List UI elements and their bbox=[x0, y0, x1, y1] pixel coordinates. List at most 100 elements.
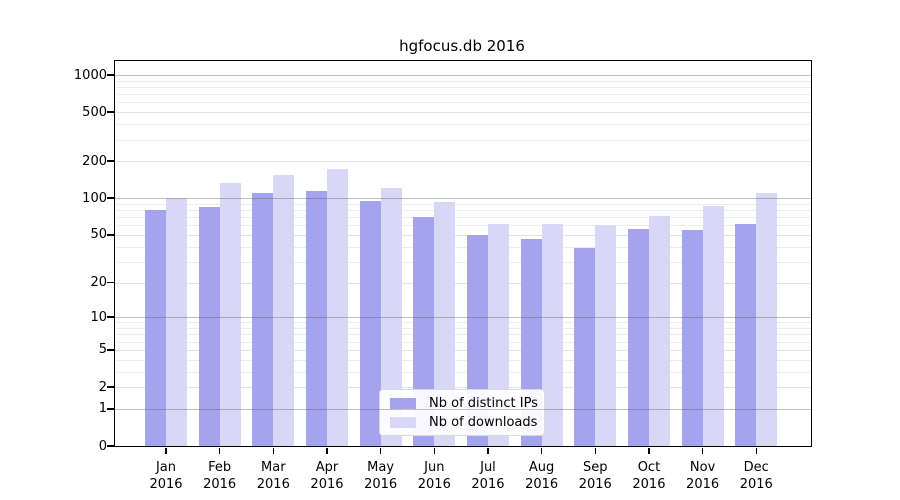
bar-distinct-ips-sep bbox=[574, 247, 596, 446]
gridline-y-60 bbox=[115, 225, 811, 227]
bar-downloads-feb bbox=[219, 182, 241, 446]
y-tick-2 bbox=[106, 386, 114, 388]
gridline-y-600 bbox=[115, 102, 811, 104]
x-tick-label-oct: Oct 2016 bbox=[632, 460, 666, 492]
y-tick-1000 bbox=[106, 74, 114, 76]
y-tick-200 bbox=[106, 160, 114, 162]
gridline-y-6 bbox=[115, 341, 811, 343]
gridline-y-80 bbox=[115, 210, 811, 212]
bar-downloads-may bbox=[380, 187, 402, 446]
x-tick-label-jul: Jul 2016 bbox=[471, 460, 505, 492]
y-tick-1 bbox=[106, 408, 114, 410]
bar-distinct-ips-mar bbox=[252, 193, 274, 446]
plot-area: Nb of distinct IPs Nb of downloads 0 1 2 5 1… bbox=[74, 60, 812, 492]
y-tick-50 bbox=[106, 234, 114, 236]
bar-distinct-ips-nov bbox=[681, 229, 703, 446]
gridline-y-300 bbox=[115, 139, 811, 141]
y-tick-label-20: 20 bbox=[90, 275, 107, 290]
y-tick-label-0: 0 bbox=[98, 438, 107, 454]
gridline-y-800 bbox=[115, 86, 811, 88]
x-tick-mar bbox=[272, 447, 275, 454]
x-tick-label-jun: Jun 2016 bbox=[417, 460, 451, 492]
gridline-y-500 bbox=[115, 112, 811, 114]
y-tick-label-10: 10 bbox=[90, 309, 107, 325]
gridline-y-100 bbox=[115, 198, 811, 200]
bar-distinct-ips-may bbox=[359, 200, 381, 446]
gridline-y-900 bbox=[115, 80, 811, 82]
y-tick-20 bbox=[106, 281, 114, 284]
legend-swatch-downloads bbox=[390, 416, 416, 428]
legend-swatch-distinct-ips bbox=[390, 397, 416, 409]
y-tick-500 bbox=[106, 111, 114, 113]
gridline-y-20 bbox=[115, 282, 811, 284]
y-tick-100 bbox=[106, 197, 114, 199]
x-tick-label-may: May 2016 bbox=[364, 460, 398, 492]
x-tick-label-sep: Sep 2016 bbox=[578, 460, 612, 492]
gridline-y-10 bbox=[115, 317, 811, 319]
bar-distinct-ips-jan bbox=[145, 210, 166, 446]
x-tick-jun bbox=[433, 447, 436, 454]
y-tick-label-1000: 1000 bbox=[73, 67, 107, 83]
y-tick-label-200: 200 bbox=[82, 153, 107, 169]
x-tick-label-dec: Dec 2016 bbox=[739, 460, 773, 492]
chart-title: hgfocus.db 2016 bbox=[399, 37, 525, 55]
gridline-y-30 bbox=[115, 261, 811, 263]
x-tick-label-apr: Apr 2016 bbox=[310, 460, 344, 492]
x-tick-nov bbox=[701, 447, 704, 454]
bar-downloads-mar bbox=[273, 174, 295, 446]
x-tick-label-feb: Feb 2016 bbox=[203, 460, 237, 492]
gridline-y-700 bbox=[115, 94, 811, 96]
y-tick-10 bbox=[106, 316, 114, 318]
y-tick-label-2: 2 bbox=[98, 379, 107, 395]
legend: Nb of distinct IPs Nb of downloads bbox=[379, 389, 545, 436]
bar-downloads-dec bbox=[756, 193, 778, 446]
bar-distinct-ips-dec bbox=[735, 224, 757, 446]
bar-downloads-sep bbox=[595, 225, 617, 446]
gridline-y-90 bbox=[115, 203, 811, 205]
gridline-y-3 bbox=[115, 371, 811, 373]
bar-downloads-jun bbox=[434, 202, 456, 446]
y-tick-label-500: 500 bbox=[82, 104, 107, 120]
gridline-y-70 bbox=[115, 217, 811, 219]
gridline-y-200 bbox=[115, 161, 811, 163]
gridline-y-1000 bbox=[115, 75, 811, 76]
legend-label-downloads: Nb of downloads bbox=[429, 414, 538, 430]
x-tick-apr bbox=[326, 447, 328, 454]
x-tick-dec bbox=[755, 447, 757, 454]
bar-downloads-aug bbox=[541, 224, 563, 446]
gridline-y-8 bbox=[115, 328, 811, 329]
gridline-y-4 bbox=[115, 359, 811, 361]
y-tick-label-5: 5 bbox=[98, 342, 107, 358]
gridline-y-2 bbox=[115, 387, 811, 388]
gridline-y-40 bbox=[115, 246, 811, 248]
x-tick-sep bbox=[594, 447, 597, 454]
x-tick-may bbox=[379, 447, 382, 454]
x-tick-oct bbox=[648, 447, 650, 454]
x-tick-feb bbox=[218, 447, 221, 454]
bar-distinct-ips-apr bbox=[305, 191, 327, 446]
gridline-y-1 bbox=[115, 408, 811, 410]
y-tick-label-1: 1 bbox=[98, 401, 107, 417]
x-tick-label-aug: Aug 2016 bbox=[525, 460, 559, 492]
y-tick-label-50: 50 bbox=[90, 227, 107, 243]
bar-distinct-ips-oct bbox=[627, 228, 649, 446]
bar-distinct-ips-feb bbox=[198, 206, 220, 446]
gridline-y-5 bbox=[115, 349, 811, 351]
legend-row-distinct-ips: Nb of distinct IPs bbox=[390, 396, 544, 411]
x-tick-jul bbox=[487, 447, 489, 454]
x-tick-label-nov: Nov 2016 bbox=[686, 460, 720, 492]
gridline-y-400 bbox=[115, 124, 811, 126]
y-tick-5 bbox=[106, 349, 114, 351]
x-tick-label-mar: Mar 2016 bbox=[256, 460, 290, 492]
legend-row-downloads: Nb of downloads bbox=[390, 415, 544, 430]
y-tick-0 bbox=[106, 445, 114, 447]
x-tick-jan bbox=[165, 447, 167, 454]
bar-downloads-nov bbox=[702, 206, 724, 446]
bar-downloads-oct bbox=[648, 216, 670, 446]
bar-downloads-apr bbox=[326, 168, 348, 446]
x-tick-aug bbox=[540, 447, 543, 454]
gridline-y-9 bbox=[115, 322, 811, 324]
x-tick-label-jan: Jan 2016 bbox=[149, 460, 183, 492]
gridline-y-7 bbox=[115, 334, 811, 336]
